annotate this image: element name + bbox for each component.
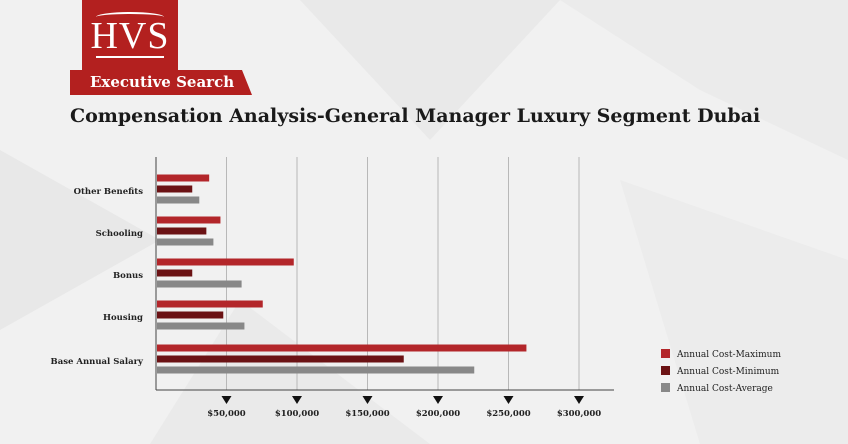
bar-0-0 xyxy=(157,174,210,182)
page-title: Compensation Analysis-General Manager Lu… xyxy=(70,105,761,127)
bar-1-2 xyxy=(157,238,214,246)
bar-1-0 xyxy=(157,216,221,224)
bar-3-2 xyxy=(157,322,245,330)
bar-3-1 xyxy=(157,311,224,319)
logo-arc xyxy=(96,12,164,22)
legend-swatch-1 xyxy=(661,366,670,375)
bar-2-2 xyxy=(157,280,242,288)
bar-3-0 xyxy=(157,300,263,308)
category-label-4: Base Annual Salary xyxy=(51,357,145,367)
legend-swatch-0 xyxy=(661,349,670,358)
tick-label-4: $200,000 xyxy=(416,409,460,419)
tick-marker-1 xyxy=(221,396,232,404)
legend-swatch-2 xyxy=(661,383,670,392)
legend-label-1: Annual Cost-Minimum xyxy=(676,367,780,377)
tagline-banner: Executive Search xyxy=(70,70,252,95)
legend-label-2: Annual Cost-Average xyxy=(676,384,773,394)
category-label-3: Housing xyxy=(103,313,143,323)
tick-marker-3 xyxy=(362,396,373,404)
tagline-text: Executive Search xyxy=(90,73,235,91)
tick-marker-6 xyxy=(574,396,584,404)
bar-0-1 xyxy=(157,185,193,193)
legend-label-0: Annual Cost-Maximum xyxy=(676,350,781,360)
bar-2-1 xyxy=(157,269,193,277)
hvs-logo: HVS xyxy=(82,0,178,72)
bar-4-1 xyxy=(157,355,404,363)
tick-label-2: $100,000 xyxy=(275,409,319,419)
tick-label-6: $300,000 xyxy=(557,409,601,419)
tick-marker-4 xyxy=(433,396,443,404)
logo-text: HVS xyxy=(90,15,170,57)
tick-label-1: $50,000 xyxy=(207,409,246,419)
category-label-0: Other Benefits xyxy=(74,187,144,197)
tick-label-5: $250,000 xyxy=(486,409,530,419)
bar-2-0 xyxy=(157,258,294,266)
bar-0-2 xyxy=(157,196,200,204)
category-label-1: Schooling xyxy=(96,229,143,239)
logo-underline xyxy=(96,56,164,58)
bar-4-2 xyxy=(157,366,475,374)
bar-4-0 xyxy=(157,344,527,352)
category-label-2: Bonus xyxy=(113,271,143,281)
tick-label-3: $150,000 xyxy=(345,409,389,419)
bar-1-1 xyxy=(157,227,207,235)
tick-marker-5 xyxy=(503,396,514,404)
tick-marker-2 xyxy=(292,396,302,404)
